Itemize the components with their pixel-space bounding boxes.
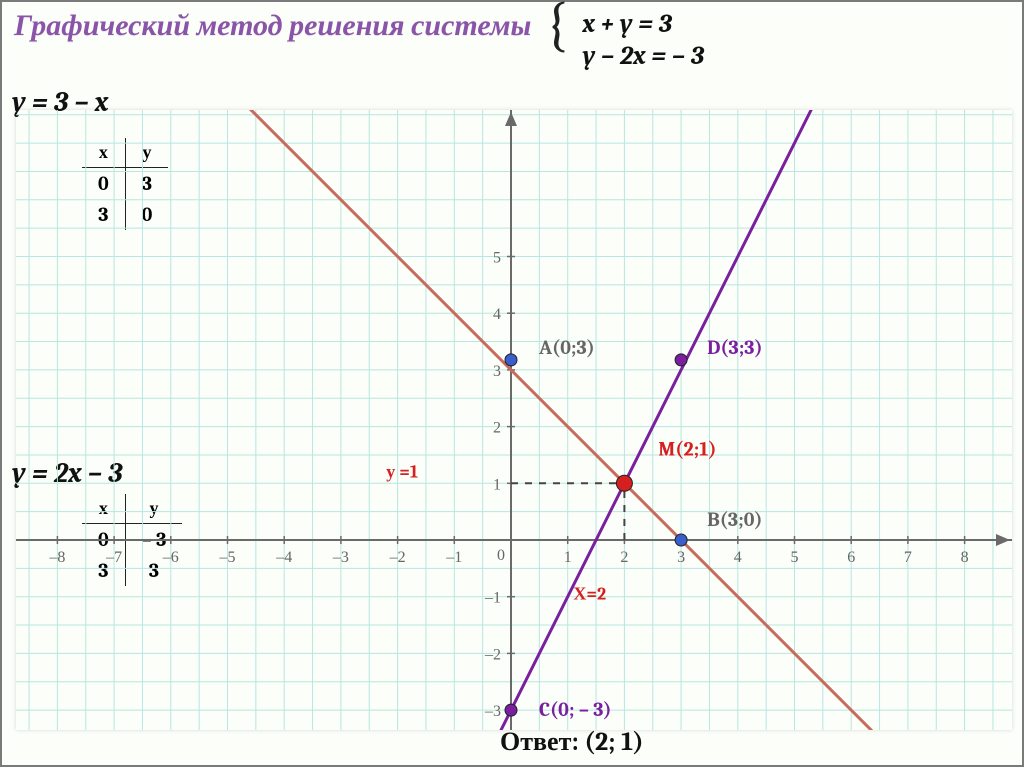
svg-text:–7: –7 — [105, 549, 122, 566]
svg-text:8: 8 — [961, 549, 969, 566]
svg-text:Х=2: Х=2 — [573, 584, 606, 605]
chart-area: –8 –7 –6 –5 –4 –3 –2 –1 0 1 2 3 4 5 6 7 8 –3 –2 –1 1 2 3 4 5 A(0;… — [16, 110, 1012, 730]
answer-label: Ответ: (2; 1) — [500, 727, 644, 757]
svg-text:1: 1 — [493, 476, 501, 493]
system-eq2: y – 2x = – 3 — [583, 40, 705, 72]
svg-text:C(0; – 3): C(0; – 3) — [539, 698, 612, 721]
svg-text:6: 6 — [847, 549, 855, 566]
svg-text:D(3;3): D(3;3) — [707, 336, 763, 359]
svg-text:–2: –2 — [484, 646, 501, 663]
brace-icon: { — [545, 5, 568, 45]
svg-text:3: 3 — [493, 363, 501, 380]
svg-text:–3: –3 — [484, 703, 501, 720]
svg-text:0: 0 — [497, 547, 505, 564]
svg-text:A(0;3): A(0;3) — [538, 336, 595, 359]
svg-text:–8: –8 — [48, 549, 65, 566]
svg-text:4: 4 — [734, 549, 742, 566]
svg-text:–3: –3 — [332, 549, 349, 566]
svg-text:–2: –2 — [389, 549, 406, 566]
svg-text:2: 2 — [620, 549, 628, 566]
svg-text:7: 7 — [904, 549, 912, 566]
svg-text:–6: –6 — [162, 549, 179, 566]
svg-text:1: 1 — [564, 549, 572, 566]
svg-text:–4: –4 — [275, 549, 292, 566]
svg-text:3: 3 — [677, 549, 685, 566]
svg-text:4: 4 — [493, 306, 501, 323]
page-title: Графический метод решения системы — [14, 8, 531, 43]
system-equations: x + y = 3 y – 2x = – 3 — [583, 8, 705, 72]
svg-text:–1: –1 — [484, 590, 501, 607]
svg-text:2: 2 — [493, 420, 501, 437]
system-eq1: x + y = 3 — [583, 8, 705, 40]
svg-text:B(3;0): B(3;0) — [707, 508, 762, 531]
svg-text:–1: –1 — [445, 549, 462, 566]
chart-svg: –8 –7 –6 –5 –4 –3 –2 –1 0 1 2 3 4 5 6 7 8 –3 –2 –1 1 2 3 4 5 A(0;… — [16, 110, 1012, 730]
svg-text:M(2;1): M(2;1) — [658, 437, 716, 460]
svg-text:–5: –5 — [219, 549, 236, 566]
svg-text:5: 5 — [791, 549, 799, 566]
svg-text:5: 5 — [493, 250, 501, 267]
svg-text:у =1: у =1 — [386, 462, 418, 483]
